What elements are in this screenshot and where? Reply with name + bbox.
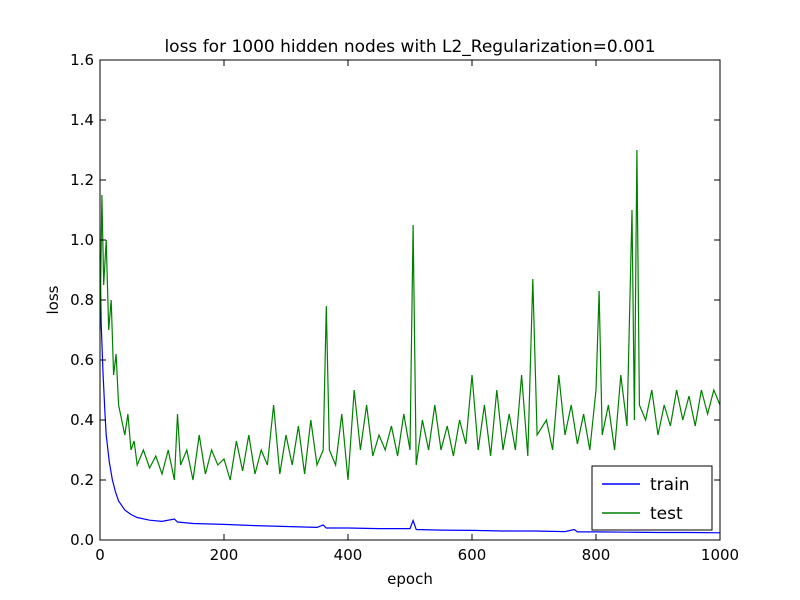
plot-area: 0 200 400 600 800 1000 0.0 0.2 0.4 0.6 0.8 1.0 1.2 1.… — [70, 51, 739, 564]
legend-box — [591, 465, 713, 531]
y-tick-label: 0.6 — [70, 351, 94, 369]
series-line-test — [99, 149, 721, 481]
y-tick-label: 1.2 — [70, 171, 94, 189]
y-tick-label: 1.4 — [70, 111, 94, 129]
chart-title: loss for 1000 hidden nodes with L2_Regul… — [164, 37, 655, 57]
legend-label-test: test — [650, 504, 683, 524]
y-tick-label: 0.8 — [70, 291, 94, 309]
x-tick-label: 0 — [95, 546, 105, 564]
legend-label-train: train — [650, 475, 690, 495]
x-axis-label: epoch — [387, 570, 433, 588]
x-tick-label: 600 — [458, 546, 487, 564]
x-tick-label: 200 — [210, 546, 239, 564]
series-line-train — [99, 254, 721, 534]
y-tick-label: 0.2 — [70, 471, 94, 489]
y-tick-label: 0.0 — [70, 531, 94, 549]
y-tick-label: 0.4 — [70, 411, 94, 429]
x-tick-label: 400 — [334, 546, 363, 564]
y-tick-label: 1.0 — [70, 231, 94, 249]
y-axis-label: loss — [44, 285, 62, 314]
y-tick-label: 1.6 — [70, 51, 94, 69]
x-tick-label: 1000 — [701, 546, 739, 564]
x-tick-label: 800 — [582, 546, 611, 564]
